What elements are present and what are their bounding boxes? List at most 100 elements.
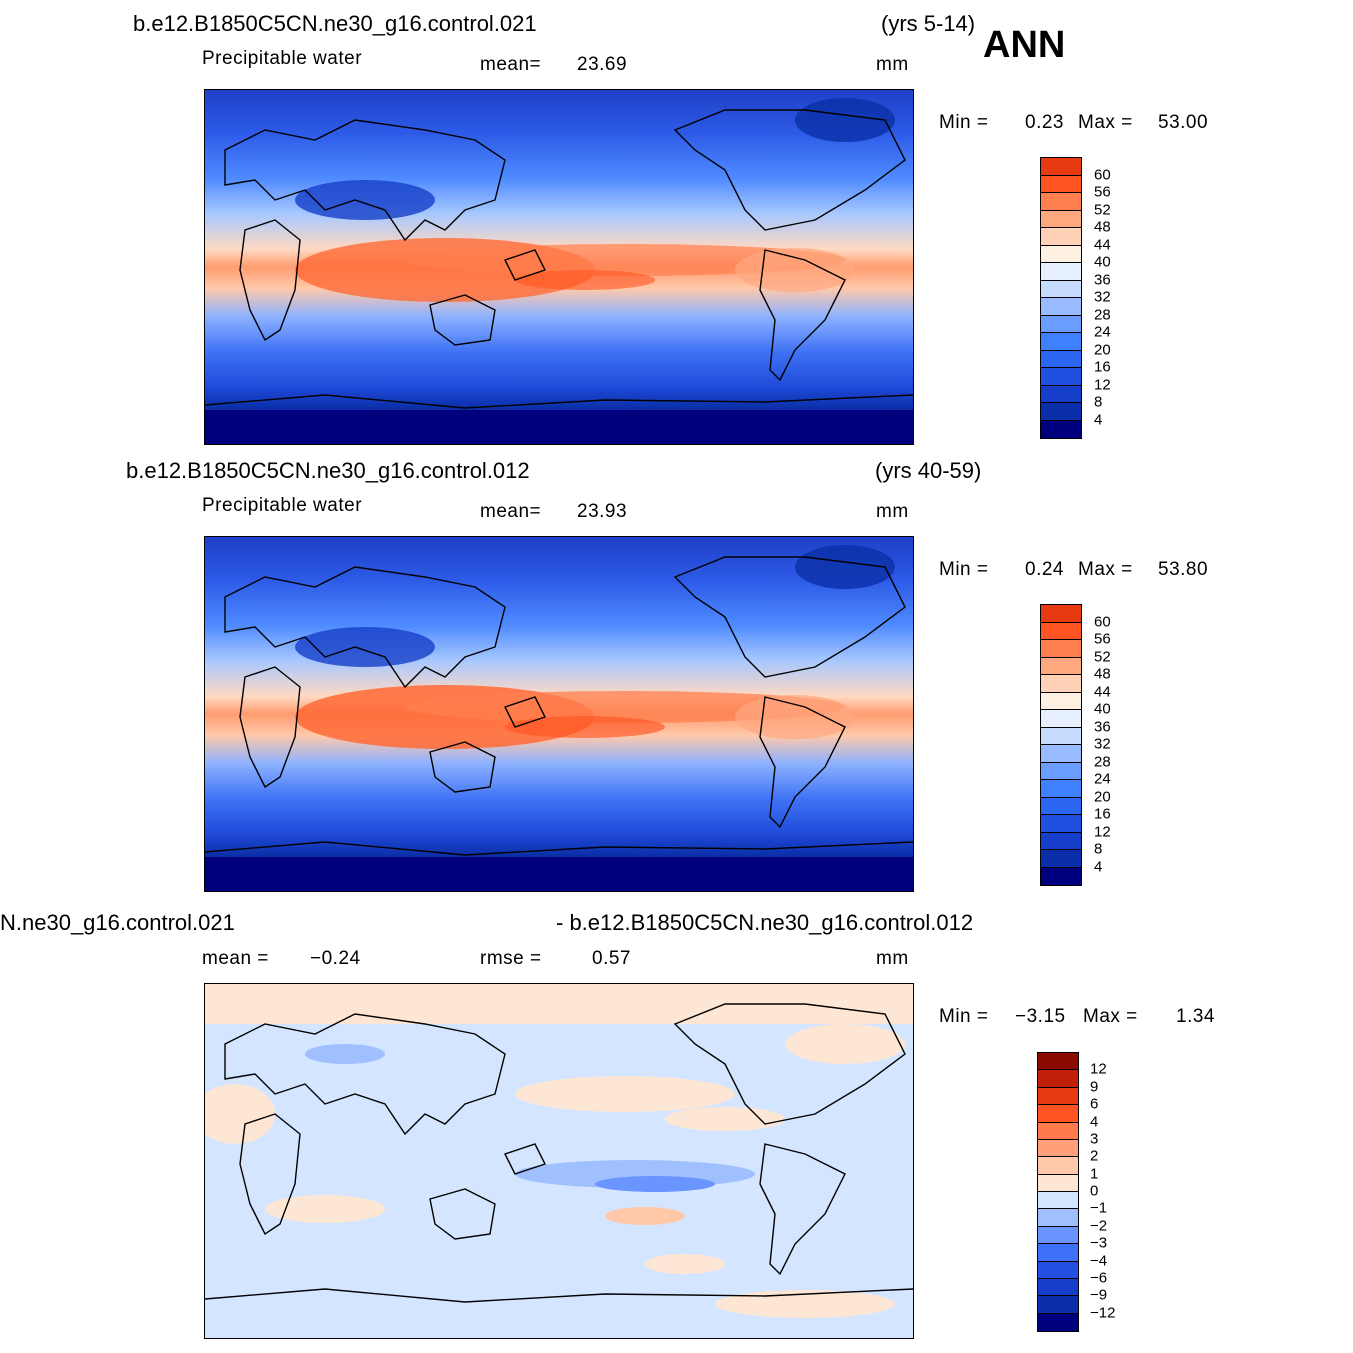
panel1-colorbar-tick-label: 56 [1094,183,1111,201]
panel3-colorbar-cell [1038,1174,1078,1192]
panel2-colorbar-cell [1041,797,1081,815]
panel2-colorbar-tick-label: 8 [1094,840,1103,858]
panel1-colorbar-cell [1041,193,1081,211]
panel3-colorbar-cell [1038,1157,1078,1175]
panel3-mean-label: mean = [202,948,269,969]
panel1-colorbar-cell [1041,280,1081,298]
panel2-case-title: b.e12.B1850C5CN.ne30_g16.control.012 [126,458,530,483]
panel1-colorbar-tick-label: 60 [1094,166,1111,183]
panel1-max-label: Max = [1078,112,1133,133]
panel3-map [204,983,914,1339]
panel3-colorbar-tick-label: 3 [1090,1130,1099,1148]
panel3-min-value: −3.15 [1015,1006,1066,1027]
panel1-units: mm [876,54,909,75]
panel2-colorbar-tick-label: 28 [1094,753,1111,770]
panel3-colorbar-cell [1038,1122,1078,1140]
panel3-colorbar-cell [1038,1105,1078,1123]
panel2-variable: Precipitable water [202,495,363,516]
panel2-colorbar [1040,604,1082,886]
panel2-min-label: Min = [939,559,989,580]
panel1-colorbar-tick-label: 24 [1094,323,1111,341]
panel3-colorbar-cell [1038,1053,1078,1071]
panel3-case-left: N.ne30_g16.control.021 [0,910,235,935]
panel1-colorbar-cell [1041,315,1081,333]
panel2-map [204,536,914,892]
panel1-colorbar [1040,157,1082,439]
panel2-colorbar-cell [1041,692,1081,710]
panel3-min-label: Min = [939,1006,989,1027]
panel1-case-title: b.e12.B1850C5CN.ne30_g16.control.021 [133,11,537,36]
panel2-mean-label: mean= [480,501,542,522]
panel3-colorbar-tick-label: 2 [1090,1147,1099,1165]
panel1-colorbar-tick-label: 20 [1094,341,1111,358]
panel2-colorbar-tick-label: 60 [1094,613,1111,630]
panel1-colorbar-tick-label: 16 [1094,358,1111,376]
panel3-colorbar-tick-label: −6 [1090,1269,1108,1287]
panel3-colorbar-cell [1038,1244,1078,1262]
panel3-colorbar-cell [1038,1296,1078,1314]
panel1-colorbar-tick-label: 4 [1094,411,1103,428]
panel2-colorbar-cell [1041,832,1081,850]
panel2-colorbar-cell [1041,710,1081,728]
panel1-colorbar-cell [1041,263,1081,281]
panel1-colorbar-tick-label: 40 [1094,253,1111,271]
season-label: ANN [983,24,1066,66]
panel2-colorbar-cell [1041,640,1081,658]
panel3-colorbar-cell [1038,1313,1078,1331]
panel3-colorbar-tick-label: 1 [1090,1165,1099,1183]
panel2-colorbar-tick-label: 52 [1094,648,1111,665]
panel1-colorbar-cell [1041,368,1081,386]
panel3-colorbar [1037,1052,1079,1332]
panel1-colorbar-cell [1041,158,1081,176]
panel2-colorbar-cell [1041,867,1081,885]
panel2-mean-value: 23.93 [577,501,628,522]
panel2-colorbar-cell [1041,657,1081,675]
panel3-colorbar-cell [1038,1278,1078,1297]
panel2-max-value: 53.80 [1158,559,1209,580]
panel1-max-value: 53.00 [1158,112,1209,133]
panel3-max-value: 1.34 [1176,1006,1215,1027]
panel3-colorbar-tick-label: −12 [1090,1304,1116,1322]
panel3-colorbar-tick-label: −9 [1090,1286,1108,1304]
panel1-min-label: Min = [939,112,989,133]
panel1-map [204,89,914,445]
panel3-mean-value: −0.24 [310,948,361,969]
panel1-mean-label: mean= [480,54,542,75]
panel1-years: (yrs 5-14) [881,11,976,36]
panel2-colorbar-tick-label: 24 [1094,770,1111,788]
panel3-colorbar-tick-label: 4 [1090,1113,1099,1130]
panel2-units: mm [876,501,909,522]
panel3-rmse-label: rmse = [480,948,542,969]
panel3-colorbar-tick-label: 6 [1090,1095,1099,1113]
panel2-colorbar-cell [1041,815,1081,833]
panel1-colorbar-cell [1041,175,1081,193]
panel1-colorbar-cell [1041,228,1081,246]
panel2-max-label: Max = [1078,559,1133,580]
panel1-colorbar-cell [1041,350,1081,368]
panel2-colorbar-cell [1041,675,1081,693]
panel3-colorbar-cell [1038,1226,1078,1245]
panel1-colorbar-tick-label: 36 [1094,271,1111,288]
panel3-case-right: - b.e12.B1850C5CN.ne30_g16.control.012 [556,910,974,935]
panel3-colorbar-cell [1038,1139,1078,1158]
panel1-colorbar-cell [1041,210,1081,228]
panel3-units: mm [876,948,909,969]
panel1-min-value: 0.23 [1025,112,1064,133]
panel3-colorbar-tick-label: 0 [1090,1182,1099,1200]
panel3-colorbar-cell [1038,1087,1078,1106]
panel2-colorbar-tick-label: 20 [1094,788,1111,805]
panel3-colorbar-cell [1038,1070,1078,1088]
panel2-colorbar-cell [1041,622,1081,640]
panel2-colorbar-cell [1041,780,1081,798]
panel1-colorbar-cell [1041,420,1081,438]
panel3-colorbar-cell [1038,1192,1078,1210]
panel2-years: (yrs 40-59) [875,458,982,483]
panel1-variable: Precipitable water [202,48,363,69]
panel3-colorbar-cell [1038,1209,1078,1227]
panel1-mean-value: 23.69 [577,54,628,75]
panel1-colorbar-cell [1041,333,1081,351]
panel2-colorbar-tick-label: 48 [1094,665,1111,683]
panel3-colorbar-tick-label: −4 [1090,1252,1108,1269]
panel2-colorbar-cell [1041,605,1081,623]
panel1-colorbar-tick-label: 44 [1094,236,1111,253]
